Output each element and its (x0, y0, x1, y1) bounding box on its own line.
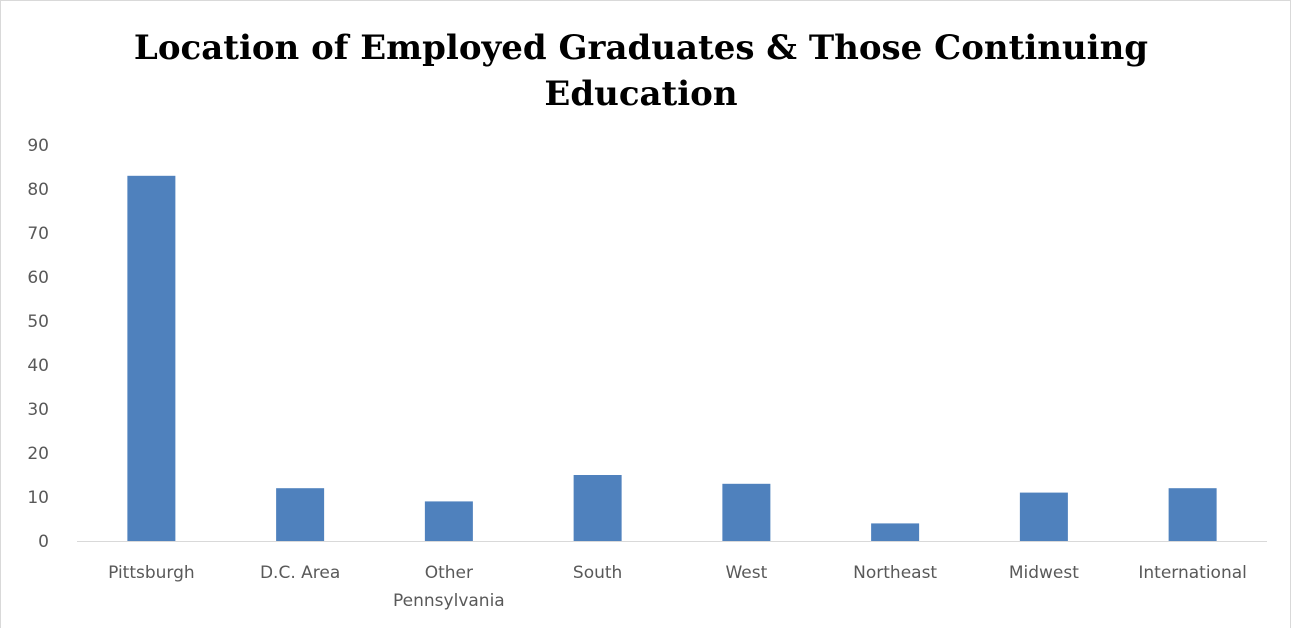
bar-international (1168, 488, 1217, 541)
y-tick-label: 0 (38, 532, 49, 552)
x-category-label: Northeast (853, 563, 937, 583)
y-tick-label: 20 (27, 444, 49, 464)
bar-midwest (1019, 492, 1068, 541)
y-tick-label: 70 (27, 224, 49, 244)
x-category-label: Midwest (1009, 563, 1079, 583)
y-tick-label: 50 (27, 312, 49, 332)
chart-title: Location of Employed Graduates & Those C… (133, 28, 1149, 114)
x-category-label: D.C. Area (260, 563, 340, 583)
bar-d-c-area (276, 488, 325, 541)
x-category-label: South (573, 563, 622, 583)
y-tick-label: 10 (27, 488, 49, 508)
y-tick-label: 90 (27, 136, 49, 156)
bar-other-pennsylvania (424, 501, 473, 541)
category-labels: Pittsburgh D.C. Area Other Pennsylvania Sout… (108, 563, 1247, 611)
bar-pittsburgh (127, 175, 176, 542)
bar-west (722, 483, 771, 541)
y-axis-ticks: 0 10 20 30 40 50 60 70 80 90 (27, 136, 49, 552)
x-category-label: Other Pennsylvania (393, 563, 505, 611)
y-tick-label: 40 (27, 356, 49, 376)
x-category-label: West (725, 563, 767, 583)
y-tick-label: 80 (27, 180, 49, 200)
x-category-label: International (1138, 563, 1247, 583)
y-tick-label: 60 (27, 268, 49, 288)
bars (127, 175, 1217, 542)
bar-south (573, 475, 622, 541)
bar-northeast (871, 523, 920, 541)
y-tick-label: 30 (27, 400, 49, 420)
x-category-label: Pittsburgh (108, 563, 195, 583)
